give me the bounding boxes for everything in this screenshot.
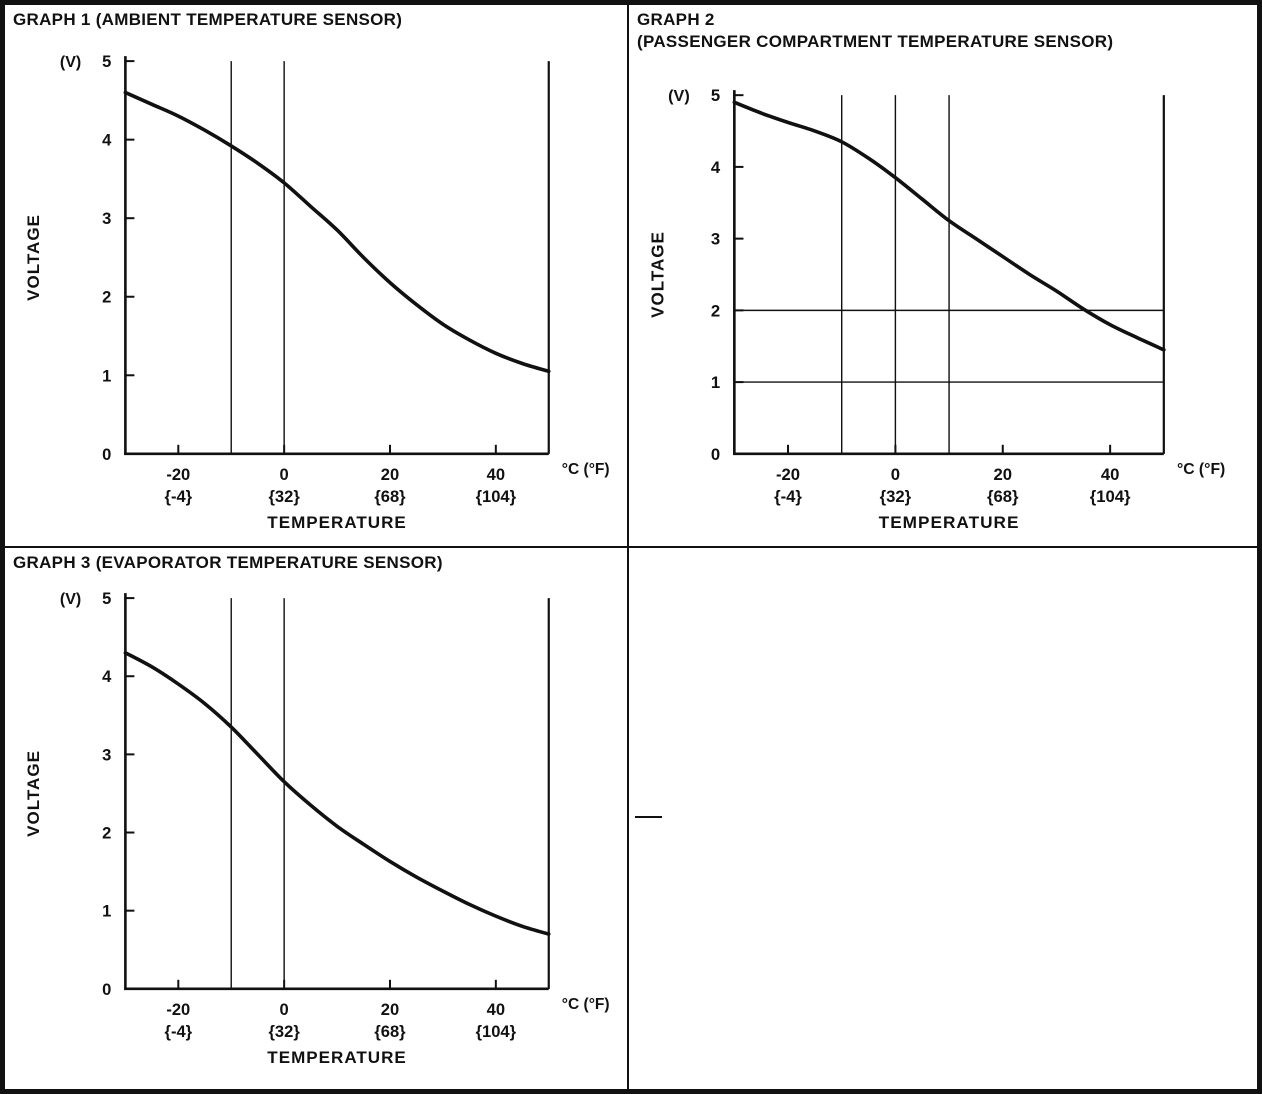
svg-text:{68}: {68} bbox=[374, 1022, 406, 1041]
svg-text:-20: -20 bbox=[776, 465, 800, 484]
svg-text:{104}: {104} bbox=[476, 487, 517, 506]
svg-text:{32}: {32} bbox=[269, 1022, 301, 1041]
chart-cell-graph1: GRAPH 1 (AMBIENT TEMPERATURE SENSOR) 0 1 2… bbox=[5, 5, 629, 548]
graph2-title: GRAPH 2 (PASSENGER COMPARTMENT TEMPERATU… bbox=[637, 9, 1113, 53]
dash-mark bbox=[635, 816, 662, 818]
svg-text:3: 3 bbox=[102, 745, 111, 764]
svg-text:2: 2 bbox=[711, 301, 720, 320]
svg-text:20: 20 bbox=[381, 1000, 399, 1019]
svg-text:{-4}: {-4} bbox=[165, 1022, 193, 1041]
chart-cell-graph2: GRAPH 2 (PASSENGER COMPARTMENT TEMPERATU… bbox=[629, 5, 1257, 548]
svg-text:2: 2 bbox=[102, 288, 111, 307]
svg-text:TEMPERATURE: TEMPERATURE bbox=[267, 513, 407, 532]
svg-text:0: 0 bbox=[102, 980, 111, 999]
graph3-plot: 0 1 2 3 4 5 -20 {-4} 0 {32} 20 {68} 40 {104} (V) °C (°F… bbox=[24, 589, 610, 1067]
svg-text:°C (°F): °C (°F) bbox=[1177, 461, 1225, 478]
graph3-title-line1: GRAPH 3 (EVAPORATOR TEMPERATURE SENSOR) bbox=[13, 553, 443, 572]
svg-text:0: 0 bbox=[891, 465, 900, 484]
svg-text:1: 1 bbox=[102, 366, 111, 385]
svg-text:(V): (V) bbox=[668, 87, 690, 105]
svg-text:{104}: {104} bbox=[476, 1022, 517, 1041]
svg-text:1: 1 bbox=[102, 902, 111, 921]
svg-text:°C (°F): °C (°F) bbox=[562, 461, 610, 478]
svg-text:5: 5 bbox=[711, 86, 720, 105]
svg-text:0: 0 bbox=[102, 445, 111, 464]
svg-text:20: 20 bbox=[993, 465, 1012, 484]
graph3-title: GRAPH 3 (EVAPORATOR TEMPERATURE SENSOR) bbox=[13, 552, 443, 574]
graph2-title-line1: GRAPH 2 bbox=[637, 10, 715, 29]
svg-text:1: 1 bbox=[711, 373, 720, 392]
chart-cell-graph3: GRAPH 3 (EVAPORATOR TEMPERATURE SENSOR) … bbox=[5, 548, 629, 1089]
empty-cell bbox=[629, 548, 1257, 1089]
svg-text:20: 20 bbox=[381, 465, 399, 484]
svg-text:0: 0 bbox=[711, 445, 720, 464]
svg-text:{-4}: {-4} bbox=[774, 487, 802, 506]
graph1-title: GRAPH 1 (AMBIENT TEMPERATURE SENSOR) bbox=[13, 9, 402, 31]
svg-text:{32}: {32} bbox=[880, 487, 912, 506]
graph1-plot: 0 1 2 3 4 5 -20 {-4} 0 {32} 20 {68} 40 {104} (V) °C (°F… bbox=[24, 52, 610, 532]
svg-text:{104}: {104} bbox=[1090, 487, 1131, 506]
svg-text:{68}: {68} bbox=[374, 487, 406, 506]
svg-text:3: 3 bbox=[102, 209, 111, 228]
svg-text:VOLTAGE: VOLTAGE bbox=[24, 214, 43, 301]
svg-text:°C (°F): °C (°F) bbox=[562, 996, 610, 1013]
graph2-plot: 0 1 2 3 4 5 -20 {-4} 0 {32} 20 {68} 40 {104} (V) °C (°F… bbox=[648, 86, 1225, 532]
svg-text:0: 0 bbox=[280, 1000, 289, 1019]
svg-text:40: 40 bbox=[487, 1000, 505, 1019]
svg-text:VOLTAGE: VOLTAGE bbox=[24, 750, 43, 837]
svg-text:{32}: {32} bbox=[269, 487, 301, 506]
svg-text:TEMPERATURE: TEMPERATURE bbox=[267, 1048, 407, 1067]
svg-text:(V): (V) bbox=[60, 590, 81, 608]
svg-text:40: 40 bbox=[1101, 465, 1120, 484]
svg-text:5: 5 bbox=[102, 52, 111, 71]
svg-text:VOLTAGE: VOLTAGE bbox=[648, 231, 667, 318]
svg-text:-20: -20 bbox=[166, 465, 190, 484]
svg-text:{-4}: {-4} bbox=[165, 487, 193, 506]
svg-text:2: 2 bbox=[102, 824, 111, 843]
chart-grid: GRAPH 1 (AMBIENT TEMPERATURE SENSOR) 0 1 2… bbox=[5, 5, 1257, 1089]
svg-text:4: 4 bbox=[102, 667, 112, 686]
svg-text:4: 4 bbox=[102, 131, 112, 150]
graph1-title-line1: GRAPH 1 (AMBIENT TEMPERATURE SENSOR) bbox=[13, 10, 403, 29]
svg-text:-20: -20 bbox=[166, 1000, 190, 1019]
svg-text:5: 5 bbox=[102, 589, 111, 608]
svg-text:4: 4 bbox=[711, 158, 721, 177]
svg-text:0: 0 bbox=[280, 465, 289, 484]
graph2-title-line2: (PASSENGER COMPARTMENT TEMPERATURE SENSO… bbox=[637, 32, 1114, 52]
svg-text:3: 3 bbox=[711, 230, 720, 249]
svg-text:40: 40 bbox=[487, 465, 505, 484]
svg-text:{68}: {68} bbox=[987, 487, 1019, 506]
svg-text:TEMPERATURE: TEMPERATURE bbox=[879, 513, 1020, 532]
svg-text:(V): (V) bbox=[60, 53, 81, 71]
